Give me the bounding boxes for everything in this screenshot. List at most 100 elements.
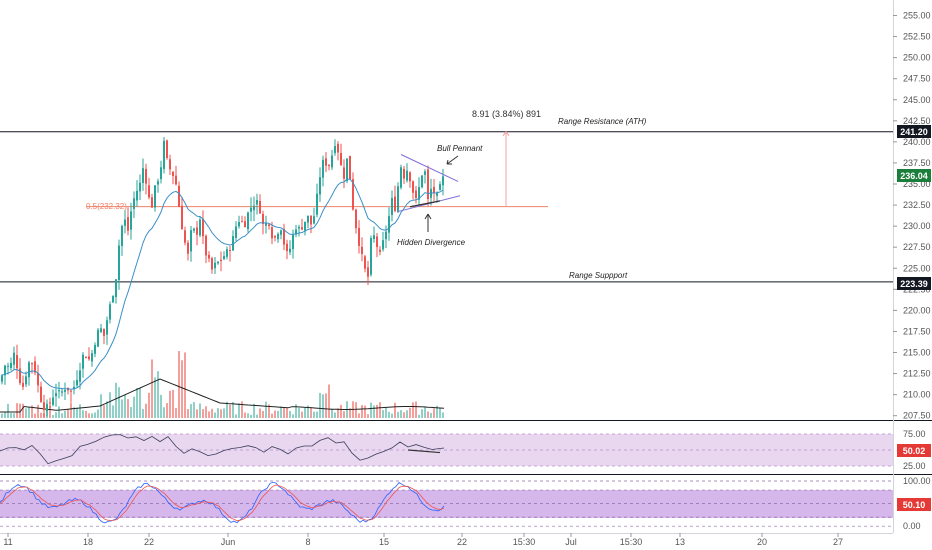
volume-bar bbox=[433, 408, 435, 418]
candle-body bbox=[412, 181, 414, 193]
candle-body bbox=[274, 236, 276, 238]
candle-body bbox=[391, 198, 393, 215]
candle-body bbox=[421, 175, 423, 188]
volume-bar bbox=[316, 411, 318, 418]
volume-bar bbox=[220, 409, 222, 418]
candle-body bbox=[151, 197, 153, 208]
candle-body bbox=[160, 167, 162, 180]
candle-body bbox=[385, 231, 387, 240]
volume-bar bbox=[430, 412, 432, 418]
volume-bar bbox=[241, 401, 243, 418]
volume-bar bbox=[25, 408, 27, 418]
candle-body bbox=[109, 304, 111, 320]
candle-body bbox=[196, 227, 198, 235]
price-tick-label: 215.00 bbox=[903, 348, 931, 358]
candle-body bbox=[268, 224, 270, 227]
volume-bar bbox=[40, 412, 42, 418]
time-tick-label: 15:30 bbox=[513, 537, 536, 547]
svg-text:50.10: 50.10 bbox=[903, 500, 926, 510]
volume-bar bbox=[7, 403, 9, 418]
candle-body bbox=[271, 227, 273, 239]
price-tick-label: 227.50 bbox=[903, 242, 931, 252]
candle-body bbox=[289, 248, 291, 253]
price-tick-label: 220.00 bbox=[903, 305, 931, 315]
candle-body bbox=[262, 213, 264, 224]
candle-body bbox=[91, 353, 93, 362]
volume-bar bbox=[172, 389, 174, 418]
candle-body bbox=[187, 242, 189, 254]
price-tick-label: 230.00 bbox=[903, 221, 931, 231]
volume-bar bbox=[298, 408, 300, 418]
price-tick-label: 210.00 bbox=[903, 390, 931, 400]
candle-body bbox=[325, 158, 327, 166]
rsi-value-badge: 50.02 bbox=[897, 444, 931, 457]
drawings bbox=[396, 130, 510, 232]
price-tick-label: 225.00 bbox=[903, 263, 931, 273]
svg-text:223.39: 223.39 bbox=[900, 279, 928, 289]
candle-body bbox=[340, 153, 342, 165]
volume-bar bbox=[289, 411, 291, 418]
volume-bar bbox=[283, 407, 285, 418]
candle-body bbox=[250, 207, 252, 212]
volume-bar bbox=[88, 413, 90, 418]
range-support-label: Range Suppport bbox=[569, 271, 628, 280]
volume-bar bbox=[415, 401, 417, 418]
price-tick-label: 207.50 bbox=[903, 411, 931, 421]
hidden-divergence-arrow-icon bbox=[424, 213, 432, 232]
svg-text:241.20: 241.20 bbox=[900, 127, 928, 137]
volume-bar bbox=[31, 405, 33, 418]
volume-bar bbox=[142, 409, 144, 418]
range-resistance-label: Range Resistance (ATH) bbox=[558, 117, 647, 126]
candle-body bbox=[94, 344, 96, 354]
volume-bar bbox=[319, 392, 321, 418]
volume-bar bbox=[58, 406, 60, 418]
volume-bar bbox=[127, 399, 129, 418]
candle-body bbox=[436, 192, 438, 196]
volume-bar bbox=[106, 401, 108, 418]
volume-bar bbox=[1, 413, 3, 418]
volume-ma-line bbox=[0, 378, 445, 413]
time-tick-label: 27 bbox=[833, 537, 843, 547]
volume-bar bbox=[205, 406, 207, 418]
candle-body bbox=[310, 215, 312, 225]
volume-bar bbox=[235, 414, 237, 418]
candle-body bbox=[43, 402, 45, 411]
candle-body bbox=[178, 185, 180, 207]
candle-body bbox=[346, 158, 348, 182]
support-price-badge: 223.39 bbox=[897, 277, 931, 290]
candle-body bbox=[226, 249, 228, 257]
candle-body bbox=[418, 187, 420, 200]
candle-body bbox=[127, 217, 129, 231]
candle-body bbox=[199, 219, 201, 236]
volume-bar bbox=[61, 413, 63, 418]
candle-body bbox=[217, 261, 219, 264]
volume-bar bbox=[295, 404, 297, 418]
volume-bar bbox=[184, 352, 186, 418]
candle-body bbox=[115, 279, 117, 298]
volume-bar bbox=[193, 402, 195, 418]
candle-body bbox=[70, 390, 72, 392]
volume-bar bbox=[349, 408, 351, 418]
candle-body bbox=[124, 219, 126, 226]
candle-body bbox=[298, 226, 300, 229]
volume-bar bbox=[418, 414, 420, 418]
candle-body bbox=[241, 221, 243, 223]
volume-bar bbox=[379, 402, 381, 418]
volume-bar bbox=[265, 401, 267, 418]
time-tick-label: 8 bbox=[305, 537, 310, 547]
volume-bar bbox=[409, 407, 411, 418]
candle-body bbox=[214, 262, 216, 269]
candle-body bbox=[16, 355, 18, 369]
candle-body bbox=[58, 390, 60, 392]
time-tick-label: Jun bbox=[221, 537, 236, 547]
candle-body bbox=[343, 167, 345, 179]
candle-body bbox=[238, 221, 240, 227]
candle-body bbox=[34, 361, 36, 373]
candle-body bbox=[97, 329, 99, 347]
candle-body bbox=[88, 356, 90, 360]
price-tick-label: 232.50 bbox=[903, 200, 931, 210]
volume-bar bbox=[304, 407, 306, 418]
candle-body bbox=[286, 243, 288, 252]
